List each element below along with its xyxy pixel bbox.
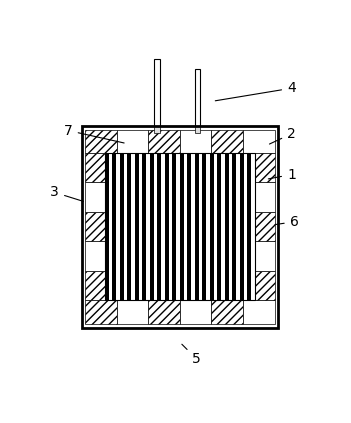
Bar [154,59,160,126]
Bar [127,153,131,300]
Text: 1: 1 [268,168,296,181]
Bar [211,300,243,324]
Bar [243,129,274,153]
Bar [180,153,184,300]
Bar [195,153,199,300]
Bar [255,242,274,271]
Bar [196,69,200,126]
Bar [85,300,117,324]
Text: 3: 3 [51,185,84,201]
Bar [196,126,200,134]
Bar [255,182,274,212]
Bar [217,153,221,300]
Bar [203,153,206,300]
Bar [85,212,105,242]
Bar [247,153,251,300]
Bar [255,153,274,182]
Bar [187,153,191,300]
Bar [211,129,243,153]
Bar [255,271,274,300]
Bar [255,212,274,242]
Bar [105,153,108,300]
Bar [120,153,124,300]
Bar [243,300,274,324]
Bar [225,153,229,300]
Text: 7: 7 [64,124,124,143]
Bar [148,129,180,153]
Bar [232,153,236,300]
Bar [172,153,176,300]
Bar [117,129,148,153]
Bar [180,300,211,324]
Bar [85,129,117,153]
Bar [154,126,160,134]
Text: 6: 6 [275,215,299,229]
Text: 5: 5 [182,344,200,365]
Bar [157,153,161,300]
Bar [180,129,211,153]
Bar [112,153,116,300]
Bar [135,153,139,300]
Bar [85,271,105,300]
Bar [82,126,278,327]
Bar [148,300,180,324]
Bar [105,153,255,300]
Bar [240,153,244,300]
Bar [85,153,105,182]
Bar [85,242,105,271]
Bar [85,182,105,212]
Bar [117,300,148,324]
Bar [165,153,168,300]
Text: 2: 2 [270,127,296,144]
Text: 4: 4 [215,81,296,101]
Bar [210,153,214,300]
Bar [150,153,154,300]
Bar [143,153,146,300]
Bar [82,126,278,327]
